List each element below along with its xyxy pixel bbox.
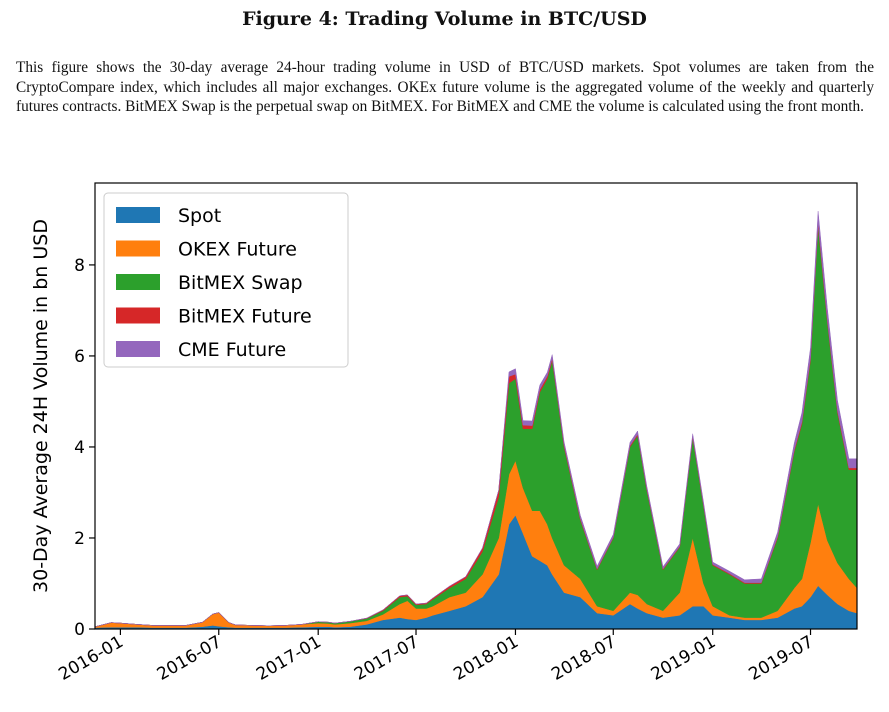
x-tick-label-7: 2019-07 [746, 632, 818, 685]
y-tick-label-3: 6 [74, 347, 85, 367]
legend: Spot OKEX Future BitMEX Swap BitMEX Future C… [103, 192, 349, 368]
y-tick-label-1: 2 [74, 529, 85, 549]
legend-label-3: BitMEX Future [178, 306, 312, 328]
x-tick-label-1: 2016-07 [154, 632, 226, 685]
plot-frame [94, 182, 858, 630]
y-tick-label-4: 8 [74, 256, 85, 276]
y-axis: 0 2 4 6 8 [74, 256, 95, 640]
x-tick-label-3: 2017-07 [351, 632, 423, 685]
y-tick-label-2: 4 [74, 438, 85, 458]
x-tick-label-5: 2018-07 [548, 632, 620, 685]
legend-label-2: BitMEX Swap [178, 272, 303, 294]
legend-box [103, 192, 349, 368]
x-tick-label-0: 2016-01 [55, 632, 127, 685]
legend-swatch-2 [116, 274, 160, 290]
legend-label-1: OKEX Future [178, 239, 297, 261]
x-tick-label-2: 2017-01 [253, 632, 325, 685]
legend-label-0: Spot [178, 205, 221, 227]
x-tick-label-4: 2018-01 [450, 632, 522, 685]
legend-swatch-0 [116, 207, 160, 223]
y-axis-label: 30-Day Average 24H Volume in bn USD [30, 219, 52, 593]
legend-swatch-1 [116, 240, 160, 257]
stacked-area-chart: 2016-01 2016-07 2017-01 2017-07 2018-01 2018-… [30, 182, 858, 685]
figure-title: Figure 4: Trading Volume in BTC/USD [242, 8, 647, 30]
x-tick-label-6: 2019-01 [648, 632, 720, 685]
x-axis: 2016-01 2016-07 2017-01 2017-07 2018-01 2018-… [55, 629, 817, 685]
legend-label-4: CME Future [178, 339, 286, 361]
legend-swatch-4 [116, 341, 160, 357]
legend-swatch-3 [116, 307, 160, 324]
y-tick-label-0: 0 [74, 620, 85, 640]
figure-caption: This figure shows the 30-day average 24-… [16, 59, 874, 115]
